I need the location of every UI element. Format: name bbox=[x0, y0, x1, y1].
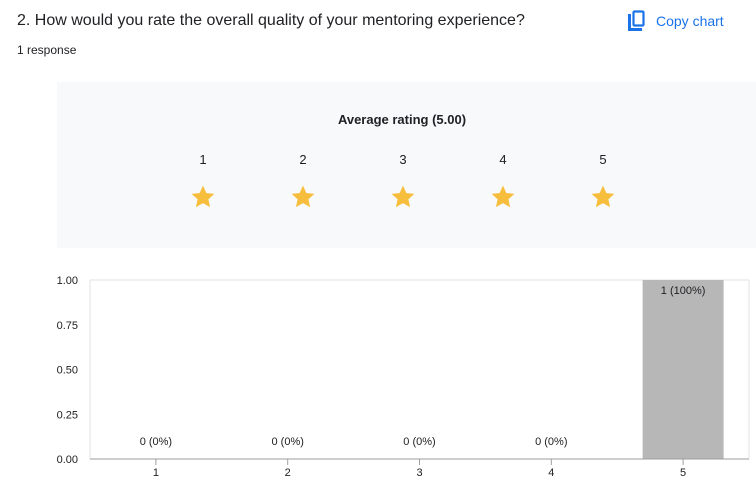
data-label: 0 (0%) bbox=[271, 436, 303, 448]
bar-chart: 0.00 0.25 0.50 0.75 1.00 0 (0%) 1 0 (0%) 2 0 (0%)… bbox=[57, 275, 750, 479]
data-label: 0 (0%) bbox=[140, 436, 172, 448]
rating-option-4: 4 bbox=[483, 152, 523, 210]
y-tick-label: 1.00 bbox=[57, 275, 78, 287]
rating-number: 2 bbox=[299, 152, 307, 167]
data-label: 1 (100%) bbox=[661, 285, 706, 297]
rating-summary-panel: Average rating (5.00) 1 2 3 4 5 bbox=[57, 82, 756, 248]
rating-option-3: 3 bbox=[383, 152, 423, 210]
star-icon bbox=[283, 184, 323, 210]
x-tick-label: 3 bbox=[416, 467, 422, 479]
question-title: 2. How would you rate the overall qualit… bbox=[17, 12, 525, 29]
copy-chart-label: Copy chart bbox=[656, 13, 724, 29]
copy-chart-button[interactable]: Copy chart bbox=[626, 8, 724, 34]
star-icon bbox=[483, 184, 523, 210]
x-tick-label: 1 bbox=[153, 467, 159, 479]
data-label: 0 (0%) bbox=[403, 436, 435, 448]
rating-number: 1 bbox=[199, 152, 207, 167]
y-tick-label: 0.00 bbox=[57, 454, 78, 466]
star-icon bbox=[583, 184, 623, 210]
data-label: 0 (0%) bbox=[535, 436, 567, 448]
bar bbox=[642, 280, 724, 459]
copy-icon bbox=[626, 10, 646, 32]
rating-number: 3 bbox=[399, 152, 407, 167]
y-tick-label: 0.75 bbox=[57, 320, 78, 332]
average-rating-title: Average rating (5.00) bbox=[337, 112, 467, 127]
rating-option-2: 2 bbox=[283, 152, 323, 210]
star-icon bbox=[383, 184, 423, 210]
rating-option-1: 1 bbox=[183, 152, 223, 210]
star-icon bbox=[183, 184, 223, 210]
response-count: 1 response bbox=[17, 43, 77, 57]
x-tick-label: 2 bbox=[285, 467, 291, 479]
y-tick-label: 0.25 bbox=[57, 409, 78, 421]
x-tick-label: 5 bbox=[680, 467, 686, 479]
rating-option-5: 5 bbox=[583, 152, 623, 210]
rating-number: 4 bbox=[499, 152, 507, 167]
x-tick-label: 4 bbox=[548, 467, 554, 479]
y-tick-label: 0.50 bbox=[57, 365, 78, 377]
rating-number: 5 bbox=[599, 152, 607, 167]
